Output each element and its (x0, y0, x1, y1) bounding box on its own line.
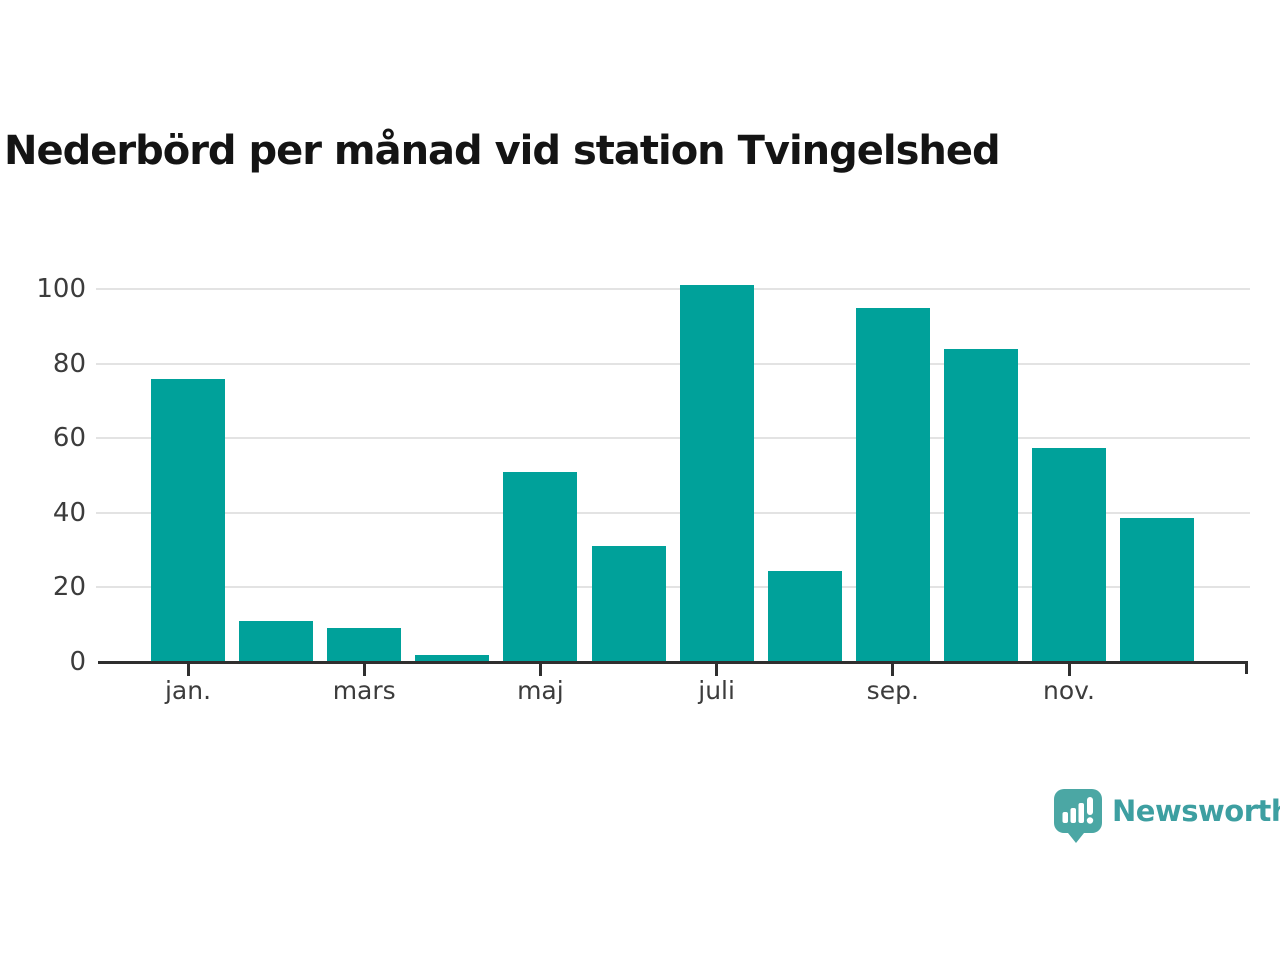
bar-sep (855, 307, 930, 662)
gridline-20 (96, 586, 1250, 589)
chart-title: Nederbörd per månad vid station Tvingels… (4, 128, 1001, 174)
x-axis-tick-mars (362, 662, 366, 676)
y-tick-label-100: 100 (36, 274, 86, 304)
x-axis-tick-jan (186, 662, 190, 676)
x-tick-label-juli: juli (698, 676, 735, 705)
newsworthy-logo: Newsworthy (1054, 789, 1280, 843)
bar-okt (943, 348, 1018, 662)
bar-maj (503, 471, 578, 662)
newsworthy-logo-text: Newsworthy (1112, 794, 1280, 828)
y-tick-label-20: 20 (52, 572, 86, 603)
gridline-100 (96, 288, 1250, 290)
newsworthy-speech-bubble-barchart-icon (1054, 789, 1102, 843)
gridline-40 (96, 511, 1250, 514)
bar-jan (151, 378, 225, 662)
bar-feb (239, 620, 314, 662)
x-axis-tick-juli (715, 662, 719, 676)
y-tick-label-40: 40 (52, 497, 86, 528)
x-axis-endcap (1245, 661, 1248, 674)
bar-apr (415, 654, 490, 662)
x-axis-tick-sep (891, 662, 895, 676)
x-tick-label-maj: maj (517, 676, 564, 705)
bar-mars (327, 628, 402, 662)
x-tick-label-nov: nov. (1043, 676, 1095, 705)
x-tick-label-jan: jan. (164, 676, 212, 705)
x-axis-tick-nov (1067, 662, 1071, 676)
x-tick-label-sep: sep. (866, 676, 919, 705)
y-tick-label-60: 60 (52, 423, 86, 454)
bar-juni (591, 546, 666, 662)
bar-juli (679, 285, 754, 662)
gridline-80 (96, 362, 1250, 365)
x-axis-line (98, 661, 1248, 664)
y-tick-label-0: 0 (69, 647, 86, 677)
bar-dec (1120, 518, 1195, 662)
gridline-60 (96, 437, 1250, 440)
x-tick-label-mars: mars (332, 676, 396, 705)
bar-nov (1032, 447, 1106, 662)
bar-aug (767, 570, 842, 662)
x-axis-tick-maj (538, 662, 542, 676)
y-tick-label-80: 80 (52, 348, 86, 379)
